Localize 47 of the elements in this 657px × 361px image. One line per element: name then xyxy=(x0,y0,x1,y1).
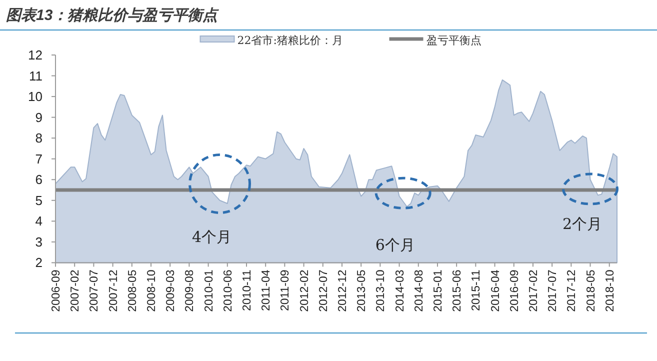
x-tick-label: 2018-10 xyxy=(604,270,616,312)
x-tick-label: 2011-09 xyxy=(280,270,292,312)
y-tick-label: 5 xyxy=(35,192,42,208)
x-tick-label: 2010-01 xyxy=(203,270,216,312)
y-tick-label: 7 xyxy=(35,151,42,166)
x-tick-label: 2011-04 xyxy=(260,269,273,312)
x-tick-label: 2009-03 xyxy=(165,270,178,312)
y-tick-label: 4 xyxy=(35,214,42,229)
x-tick-label: 2012-02 xyxy=(298,270,311,312)
y-tick-label: 2 xyxy=(35,255,42,270)
legend-label: 盈亏平衡点 xyxy=(426,34,482,47)
y-tick-label: 10 xyxy=(28,89,42,104)
x-tick-label: 2007-07 xyxy=(88,270,101,312)
y-tick-label: 11 xyxy=(29,68,42,84)
x-tick-label: 2015-06 xyxy=(452,270,464,312)
y-tick-label: 9 xyxy=(35,110,42,125)
title: 图表13：猪粮比价与盈亏平衡点 xyxy=(6,7,218,24)
x-tick-label: 2009-08 xyxy=(184,270,196,312)
x-tick-label: 2010-11 xyxy=(241,270,254,312)
y-tick-label: 6 xyxy=(35,172,42,188)
annotation: 4个月 xyxy=(192,228,232,246)
x-tick-label: 2016-09 xyxy=(508,270,521,312)
x-tick-label: 2013-05 xyxy=(356,270,368,312)
x-tick-label: 2012-12 xyxy=(336,270,349,312)
x-tick-label: 2018-05 xyxy=(585,270,598,312)
x-tick-label: 2017-12 xyxy=(566,270,578,312)
x-tick-label: 2014-03 xyxy=(394,270,406,312)
x-tick-label: 2012-07 xyxy=(318,270,330,312)
legend-label: 22省市:猪粮比价：月 xyxy=(237,34,343,47)
x-tick-label: 2008-10 xyxy=(146,270,158,312)
annotation: 6个月 xyxy=(375,236,415,254)
x-tick-label: 2015-01 xyxy=(432,270,444,312)
x-tick-label: 2006-09 xyxy=(50,270,62,312)
x-tick-label: 2014-08 xyxy=(413,270,426,312)
y-tick-label: 3 xyxy=(35,234,42,250)
y-tick-label: 12 xyxy=(28,48,42,62)
x-tick-label: 2013-10 xyxy=(375,270,388,312)
x-tick-label: 2017-02 xyxy=(528,270,540,312)
y-tick-label: 8 xyxy=(35,130,42,146)
x-tick-label: 2010-06 xyxy=(222,270,234,312)
x-tick-label: 2015-11 xyxy=(470,270,483,312)
annotation: 2个月 xyxy=(562,214,602,233)
x-tick-label: 2017-07 xyxy=(547,270,560,312)
x-tick-label: 2007-12 xyxy=(108,270,120,312)
x-tick-label: 2016-04 xyxy=(490,269,502,312)
x-tick-label: 2008-05 xyxy=(126,270,139,312)
x-tick-label: 2007-02 xyxy=(70,270,82,312)
